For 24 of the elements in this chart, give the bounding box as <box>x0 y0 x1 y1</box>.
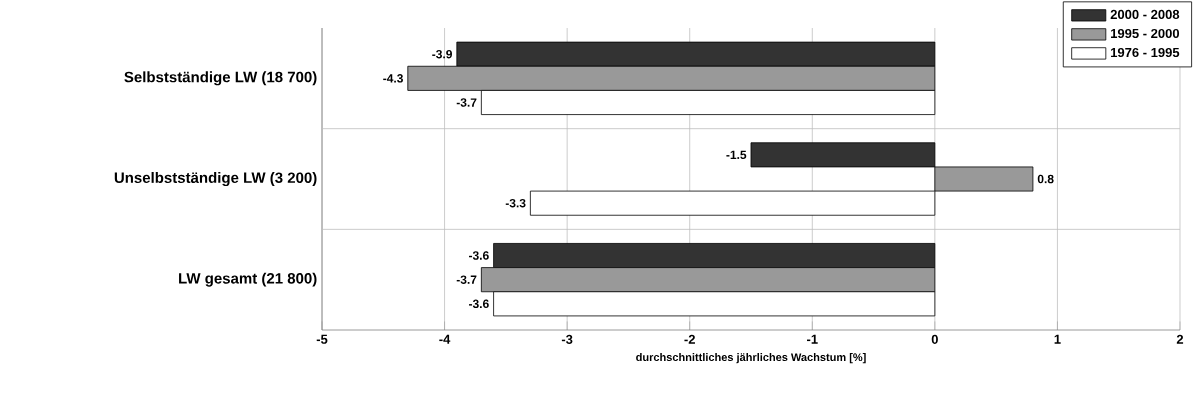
legend-label: 1976 - 1995 <box>1111 47 1180 58</box>
x-tick-label: 0 <box>931 334 938 344</box>
x-tick-label: -3 <box>561 334 573 344</box>
data-label: -3.6 <box>469 251 489 260</box>
data-label: 0.8 <box>1037 174 1054 184</box>
y-tick-label: Selbstständige LW (18 700) <box>124 71 317 86</box>
x-tick-label: -2 <box>684 334 695 344</box>
x-tick-label: -5 <box>316 334 328 344</box>
data-label: -3.7 <box>456 275 477 284</box>
legend-label: 2000 - 2008 <box>1110 9 1180 20</box>
x-tick-label: 2 <box>1176 334 1184 344</box>
x-tick-label: 1 <box>1054 334 1061 344</box>
x-tick-label: -4 <box>439 334 451 344</box>
legend-label: 1995 - 2000 <box>1111 28 1180 39</box>
x-axis-title: durchschnittliches jährliches Wachstum [%] <box>636 353 866 364</box>
data-label: -3.9 <box>432 49 452 59</box>
data-label: -3.3 <box>505 198 526 208</box>
y-tick-label: LW gesamt (21 800) <box>179 272 317 287</box>
data-label: -3.7 <box>456 98 477 107</box>
data-label: -4.3 <box>383 74 403 83</box>
y-tick-label: Unselbstständige LW (3 200) <box>114 172 317 187</box>
data-label: -3.6 <box>469 299 489 309</box>
x-tick-label: -1 <box>807 334 818 344</box>
data-label: -1.5 <box>726 150 747 160</box>
